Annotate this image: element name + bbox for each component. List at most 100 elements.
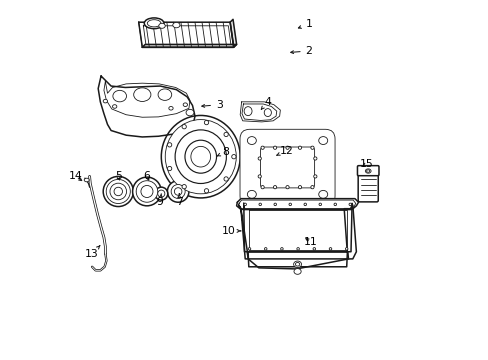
- Text: 7: 7: [175, 194, 183, 207]
- Ellipse shape: [224, 132, 228, 136]
- Ellipse shape: [366, 170, 369, 172]
- Ellipse shape: [244, 107, 251, 116]
- Ellipse shape: [328, 248, 331, 250]
- Ellipse shape: [171, 184, 185, 198]
- Ellipse shape: [248, 248, 250, 250]
- Polygon shape: [98, 76, 195, 137]
- Ellipse shape: [285, 146, 288, 149]
- Ellipse shape: [293, 261, 301, 267]
- Ellipse shape: [172, 22, 180, 28]
- Ellipse shape: [103, 176, 133, 207]
- Ellipse shape: [147, 20, 161, 27]
- Polygon shape: [230, 19, 236, 47]
- Text: 9: 9: [157, 194, 163, 207]
- Ellipse shape: [304, 203, 306, 206]
- Ellipse shape: [204, 189, 208, 193]
- FancyBboxPatch shape: [260, 147, 314, 188]
- Ellipse shape: [167, 166, 171, 171]
- Ellipse shape: [167, 181, 188, 202]
- Ellipse shape: [345, 248, 347, 250]
- Text: 11: 11: [304, 237, 317, 247]
- Ellipse shape: [261, 146, 264, 149]
- Ellipse shape: [318, 203, 321, 206]
- Ellipse shape: [114, 187, 122, 196]
- FancyBboxPatch shape: [357, 167, 378, 202]
- Text: 12: 12: [276, 145, 293, 156]
- Ellipse shape: [112, 105, 117, 108]
- Ellipse shape: [158, 190, 164, 197]
- Polygon shape: [142, 44, 236, 47]
- Text: 2: 2: [290, 46, 312, 56]
- Polygon shape: [244, 203, 351, 252]
- Ellipse shape: [133, 88, 151, 102]
- Ellipse shape: [182, 125, 186, 129]
- Ellipse shape: [310, 185, 313, 189]
- Ellipse shape: [113, 90, 126, 102]
- FancyBboxPatch shape: [357, 166, 378, 176]
- Ellipse shape: [298, 146, 301, 149]
- Text: 4: 4: [261, 97, 271, 109]
- Text: 13: 13: [85, 246, 100, 258]
- Ellipse shape: [106, 179, 130, 203]
- Polygon shape: [238, 205, 247, 259]
- Ellipse shape: [333, 203, 336, 206]
- Ellipse shape: [144, 18, 163, 29]
- Polygon shape: [240, 102, 280, 122]
- Ellipse shape: [161, 116, 240, 198]
- Ellipse shape: [167, 143, 171, 147]
- Polygon shape: [139, 22, 233, 47]
- Ellipse shape: [313, 157, 316, 160]
- Ellipse shape: [204, 121, 208, 125]
- Ellipse shape: [258, 157, 261, 160]
- Ellipse shape: [264, 109, 271, 117]
- Ellipse shape: [182, 185, 186, 189]
- Ellipse shape: [231, 154, 236, 159]
- Ellipse shape: [261, 185, 264, 189]
- Ellipse shape: [141, 185, 153, 198]
- Ellipse shape: [155, 187, 167, 200]
- Ellipse shape: [244, 203, 246, 206]
- Ellipse shape: [313, 175, 316, 178]
- Ellipse shape: [184, 140, 216, 173]
- Polygon shape: [344, 205, 356, 259]
- Ellipse shape: [310, 146, 313, 149]
- Ellipse shape: [318, 136, 327, 144]
- Text: 14: 14: [69, 171, 82, 181]
- Polygon shape: [247, 252, 346, 267]
- Polygon shape: [247, 252, 348, 259]
- Ellipse shape: [298, 185, 301, 189]
- Ellipse shape: [175, 130, 226, 184]
- FancyBboxPatch shape: [244, 133, 330, 202]
- Ellipse shape: [280, 248, 283, 250]
- Ellipse shape: [158, 89, 171, 100]
- Ellipse shape: [247, 136, 256, 144]
- Ellipse shape: [159, 23, 165, 28]
- Text: 5: 5: [115, 171, 122, 181]
- Ellipse shape: [110, 183, 126, 200]
- Text: 1: 1: [298, 19, 312, 29]
- Ellipse shape: [165, 120, 236, 194]
- Ellipse shape: [264, 248, 266, 250]
- FancyBboxPatch shape: [240, 129, 334, 206]
- Ellipse shape: [365, 169, 370, 173]
- Ellipse shape: [84, 178, 89, 182]
- Ellipse shape: [185, 109, 194, 116]
- Ellipse shape: [168, 107, 173, 110]
- Text: 8: 8: [217, 147, 229, 157]
- Ellipse shape: [293, 269, 301, 274]
- Ellipse shape: [247, 190, 256, 198]
- Ellipse shape: [296, 248, 299, 250]
- Text: 10: 10: [221, 226, 241, 236]
- Text: 6: 6: [143, 171, 150, 181]
- Ellipse shape: [285, 185, 288, 189]
- Text: 15: 15: [359, 159, 372, 169]
- Ellipse shape: [259, 203, 261, 206]
- Text: 3: 3: [202, 100, 223, 110]
- Ellipse shape: [132, 177, 161, 206]
- Ellipse shape: [288, 203, 291, 206]
- Ellipse shape: [273, 146, 276, 149]
- Polygon shape: [236, 199, 358, 210]
- Ellipse shape: [258, 175, 261, 178]
- Ellipse shape: [136, 181, 158, 202]
- Ellipse shape: [103, 99, 107, 103]
